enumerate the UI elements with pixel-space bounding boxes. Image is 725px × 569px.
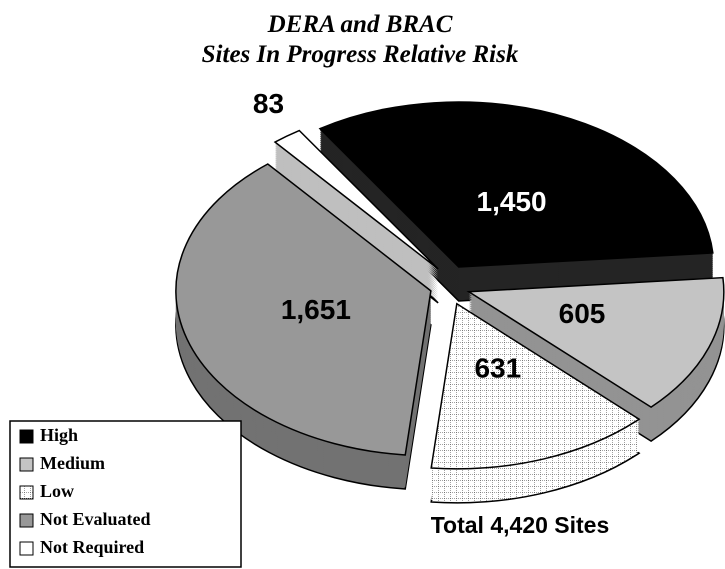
data-label: 605 bbox=[559, 298, 606, 329]
legend-label: Not Required bbox=[40, 537, 144, 557]
slice bbox=[318, 101, 714, 268]
legend-swatch bbox=[19, 457, 34, 472]
legend-swatch bbox=[19, 513, 34, 528]
slice bbox=[175, 163, 432, 456]
data-label: 631 bbox=[474, 353, 521, 384]
annotation: Total 4,420 Sites bbox=[431, 512, 610, 538]
slice bbox=[466, 276, 725, 409]
pie: 1,450 605 631 1,651 83 bbox=[175, 88, 725, 504]
slice bbox=[430, 302, 641, 470]
legend-label: Not Evaluated bbox=[40, 509, 151, 529]
chart-subtitle: Sites In Progress Relative Risk bbox=[202, 41, 519, 68]
legend-label: Medium bbox=[40, 453, 105, 473]
legend-box bbox=[9, 420, 242, 568]
legend-swatch bbox=[19, 429, 34, 444]
legend-label: High bbox=[40, 425, 78, 445]
legend-label: Low bbox=[40, 481, 74, 501]
legend-swatch bbox=[19, 485, 34, 500]
chart-title: DERA and BRAC bbox=[267, 11, 453, 38]
data-label: 1,450 bbox=[477, 186, 547, 217]
data-label: 83 bbox=[253, 88, 284, 119]
slice bbox=[273, 129, 439, 270]
legend: High Medium Low Not Evaluated Not Required bbox=[9, 420, 242, 568]
data-label: 1,651 bbox=[281, 294, 351, 325]
legend-swatch bbox=[19, 541, 34, 556]
